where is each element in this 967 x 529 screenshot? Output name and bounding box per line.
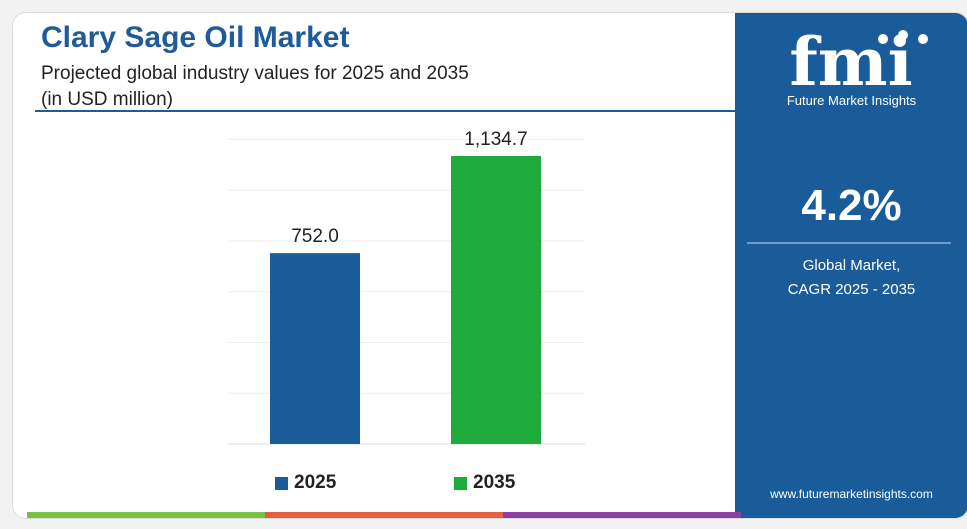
subtitle-line-1: Projected global industry values for 202…: [41, 63, 469, 84]
sidebar-divider: [747, 242, 951, 244]
chart-legend: 2025 2035: [13, 472, 733, 502]
bottom-bar-segment: [503, 512, 741, 518]
fmi-logo-icon: fmi: [789, 23, 928, 101]
fmi-logo: fmi: [735, 23, 967, 101]
legend-label-2035: 2035: [473, 472, 516, 493]
bar-chart: 752.0 1,134.7: [228, 129, 585, 445]
subtitle-line-2: (in USD million): [41, 89, 173, 110]
cagr-value: 4.2%: [801, 181, 902, 230]
chart-title: Clary Sage Oil Market: [41, 21, 350, 54]
logo-figure-head-icon: [878, 34, 888, 44]
chart-subtitle: Projected global industry values for 202…: [41, 61, 601, 113]
bottom-bar-segment: [27, 512, 265, 518]
data-label-2035: 1,134.7: [464, 129, 527, 150]
logo-figure-head-icon: [898, 30, 908, 40]
bottom-color-bar: [27, 512, 741, 518]
bottom-bar-segment: [265, 512, 503, 518]
bar-2025: [270, 253, 360, 444]
website-url: www.futuremarketinsights.com: [770, 487, 933, 501]
cagr-label-line-2: CAGR 2025 - 2035: [787, 281, 916, 298]
logo-company-name: Future Market Insights: [786, 93, 917, 108]
logo-figure-head-icon: [918, 34, 928, 44]
title-divider: [35, 110, 735, 112]
legend-label-2025: 2025: [294, 472, 337, 493]
legend-item-2025: 2025: [275, 472, 336, 494]
cagr-label-line-1: Global Market,: [802, 257, 901, 274]
data-label-2025: 752.0: [291, 226, 339, 247]
legend-item-2035: 2035: [454, 472, 515, 494]
infographic-card: Clary Sage Oil Market Projected global i…: [12, 12, 967, 519]
sidebar-panel: fmi Future Market Insights 4.2% Global M…: [735, 13, 967, 518]
bar-2035: [451, 156, 541, 444]
legend-swatch-2035: [454, 476, 467, 490]
fmi-logo-letters: fmi: [789, 27, 912, 93]
cagr-label: Global Market, CAGR 2025 - 2035: [735, 254, 967, 302]
legend-swatch-2025: [275, 476, 288, 490]
